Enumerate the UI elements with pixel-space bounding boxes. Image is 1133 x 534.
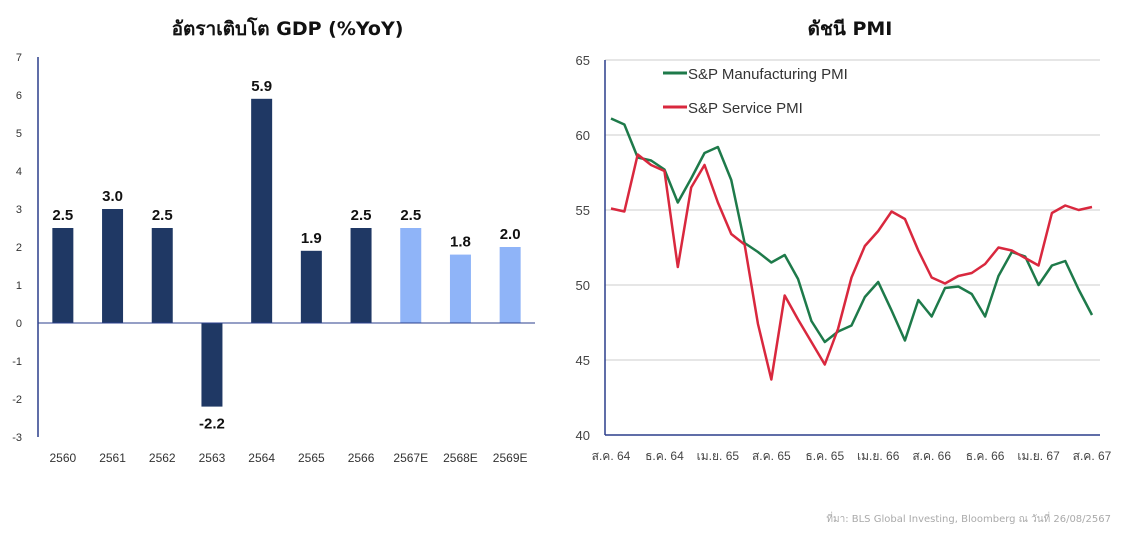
gdp-bar xyxy=(201,323,223,407)
gdp-data-label: 2.5 xyxy=(52,207,73,224)
pmi-x-tick: เม.ย. 66 xyxy=(857,449,900,463)
pmi-x-tick: ส.ค. 66 xyxy=(912,449,951,463)
gdp-y-tick: -1 xyxy=(12,356,22,368)
gdp-bar xyxy=(300,250,322,323)
pmi-chart-title: ดัชนี PMI xyxy=(807,18,893,40)
pmi-y-tick: 60 xyxy=(576,128,590,143)
pmi-x-tick: ธ.ค. 64 xyxy=(645,449,684,463)
gdp-bar xyxy=(400,228,422,323)
gdp-y-tick: -2 xyxy=(12,394,22,406)
gdp-bar xyxy=(350,228,372,323)
gdp-bar xyxy=(251,98,273,323)
source-note: ที่มา: BLS Global Investing, Bloomberg ณ… xyxy=(826,514,1111,525)
gdp-y-tick: 3 xyxy=(16,204,22,216)
gdp-y-tick: 6 xyxy=(16,90,22,102)
pmi-x-tick: ส.ค. 67 xyxy=(1073,449,1112,463)
gdp-x-tick: 2560 xyxy=(49,451,76,465)
gdp-x-tick: 2567E xyxy=(393,451,428,465)
gdp-data-label: 3.0 xyxy=(102,188,123,205)
pmi-x-tick: ส.ค. 65 xyxy=(752,449,791,463)
gdp-data-label: 2.5 xyxy=(351,207,372,224)
gdp-bar xyxy=(499,247,521,323)
gdp-data-label: -2.2 xyxy=(199,416,225,433)
gdp-x-tick: 2563 xyxy=(199,451,226,465)
gdp-y-tick: 2 xyxy=(16,242,22,254)
pmi-series-line xyxy=(610,153,1093,381)
pmi-y-tick: 40 xyxy=(576,428,590,443)
gdp-x-tick: 2565 xyxy=(298,451,325,465)
gdp-data-label: 2.0 xyxy=(500,226,521,243)
gdp-y-tick: -3 xyxy=(12,432,22,444)
pmi-x-tick: ธ.ค. 66 xyxy=(966,449,1005,463)
pmi-legend-label: S&P Manufacturing PMI xyxy=(688,66,848,83)
gdp-x-tick: 2561 xyxy=(99,451,126,465)
pmi-legend-label: S&P Service PMI xyxy=(688,100,803,117)
gdp-bar xyxy=(449,254,471,323)
gdp-bar xyxy=(102,209,124,323)
gdp-x-tick: 2568E xyxy=(443,451,478,465)
pmi-x-tick: ธ.ค. 65 xyxy=(805,449,844,463)
pmi-x-tick: เม.ย. 65 xyxy=(697,449,740,463)
gdp-x-tick: 2564 xyxy=(248,451,275,465)
pmi-y-tick: 50 xyxy=(576,278,590,293)
gdp-data-label: 2.5 xyxy=(152,207,173,224)
gdp-y-tick: 5 xyxy=(16,128,22,140)
pmi-series-line xyxy=(610,117,1094,344)
gdp-x-tick: 2569E xyxy=(493,451,528,465)
pmi-y-tick: 65 xyxy=(576,53,590,68)
gdp-bar xyxy=(52,228,74,323)
pmi-y-tick: 55 xyxy=(576,203,590,218)
gdp-bar xyxy=(151,228,173,323)
gdp-data-label: 1.9 xyxy=(301,230,322,247)
gdp-chart-title: อัตราเติบโต GDP (%YoY) xyxy=(171,18,404,40)
gdp-y-tick: 4 xyxy=(16,166,22,178)
gdp-y-tick: 1 xyxy=(16,280,22,292)
gdp-y-tick: 7 xyxy=(16,52,22,64)
gdp-data-label: 1.8 xyxy=(450,234,471,251)
gdp-data-label: 5.9 xyxy=(251,78,272,95)
pmi-x-tick: ส.ค. 64 xyxy=(592,449,631,463)
gdp-x-tick: 2566 xyxy=(348,451,375,465)
pmi-y-tick: 45 xyxy=(576,353,590,368)
gdp-data-label: 2.5 xyxy=(400,207,421,224)
pmi-x-tick: เม.ย. 67 xyxy=(1017,449,1060,463)
gdp-x-tick: 2562 xyxy=(149,451,176,465)
gdp-y-tick: 0 xyxy=(16,318,22,330)
